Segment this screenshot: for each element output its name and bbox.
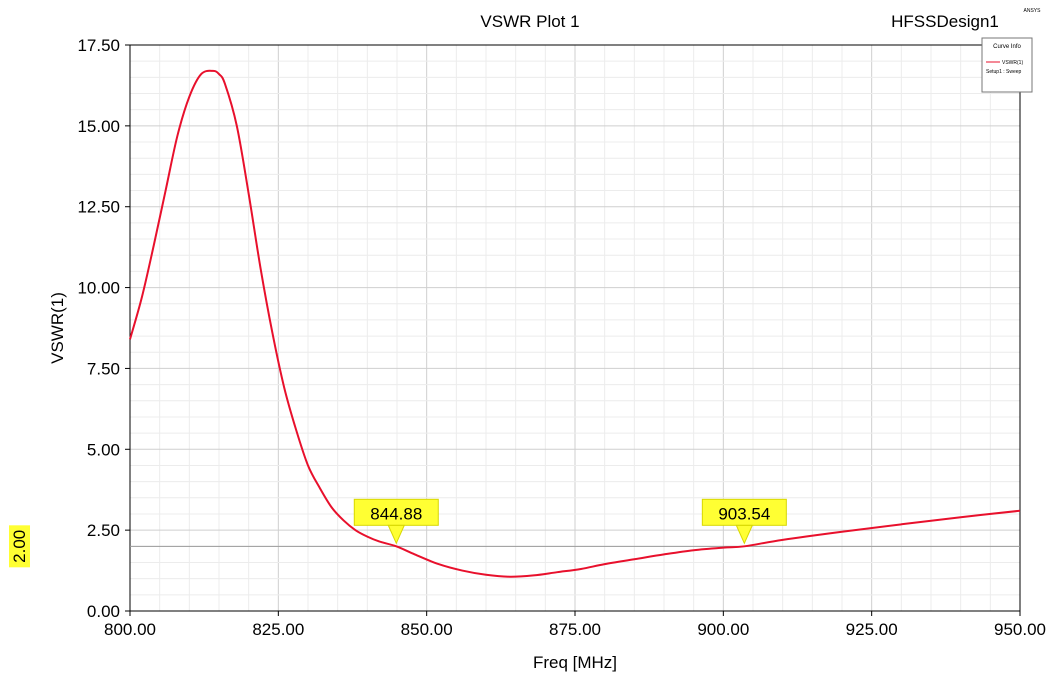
legend-entry-setup: Setup1 : Sweep: [986, 69, 1022, 75]
legend-entry-series: VSWR(1): [1002, 60, 1023, 66]
y-tick-label: 15.00: [77, 117, 120, 136]
x-tick-label: 900.00: [697, 620, 749, 639]
x-tick-label: 875.00: [549, 620, 601, 639]
y-tick-label: 2.50: [87, 521, 120, 540]
y-tick-label: 17.50: [77, 36, 120, 55]
y-tick-label: 5.00: [87, 440, 120, 459]
y-tick-label: 12.50: [77, 198, 120, 217]
x-tick-label: 950.00: [994, 620, 1046, 639]
chart-title: VSWR Plot 1: [480, 12, 579, 31]
x-axis-label: Freq [MHz]: [533, 653, 617, 672]
y-tick-label: 10.00: [77, 279, 120, 298]
marker-1: 844.88: [353, 498, 439, 545]
axis-ticks: 800.00 825.00 850.00 875.00 900.00 925.00 950.…: [77, 36, 1046, 639]
y-tick-label: 7.50: [87, 359, 120, 378]
x-tick-label: 925.00: [846, 620, 898, 639]
design-name: HFSSDesign1: [891, 12, 999, 31]
marker-label: 844.88: [370, 504, 422, 523]
marker-2: 903.54: [701, 498, 787, 545]
x-tick-label: 825.00: [252, 620, 304, 639]
marker-pointer: [387, 524, 406, 545]
legend[interactable]: Curve Info VSWR(1) Setup1 : Sweep: [981, 37, 1033, 93]
markers-group: 844.88 903.54: [353, 498, 787, 545]
y-tick-label: 0.00: [87, 602, 120, 621]
legend-title: Curve Info: [993, 44, 1021, 50]
series-group: [129, 69, 1021, 578]
y-axis-label: VSWR(1): [48, 292, 67, 364]
x-tick-label: 800.00: [104, 620, 156, 639]
reference-line-label: 2.00: [10, 530, 29, 563]
corner-tag: ANSYS: [1024, 8, 1042, 14]
marker-label: 903.54: [718, 504, 770, 523]
x-tick-label: 850.00: [401, 620, 453, 639]
marker-pointer: [735, 524, 754, 545]
marker-label-bg: [353, 498, 439, 526]
series-line-vswr: [129, 69, 1021, 578]
legend-box: [981, 37, 1033, 93]
marker-label-bg: [701, 498, 787, 526]
reference-line-group: 2.00: [9, 525, 1020, 568]
reference-label-bg: [9, 525, 30, 568]
